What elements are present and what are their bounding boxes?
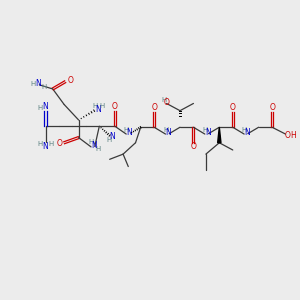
Text: O: O xyxy=(57,139,62,148)
Text: O: O xyxy=(164,98,169,107)
Text: H: H xyxy=(92,103,97,109)
Text: H: H xyxy=(49,141,54,147)
Text: N: N xyxy=(43,142,48,151)
Text: H: H xyxy=(124,127,129,133)
Text: H: H xyxy=(290,130,296,140)
Text: O: O xyxy=(151,103,157,112)
Text: N: N xyxy=(91,141,97,150)
Text: N: N xyxy=(43,102,48,111)
Text: O: O xyxy=(285,130,291,140)
Text: H: H xyxy=(38,105,43,111)
Text: H: H xyxy=(99,103,105,109)
Text: H: H xyxy=(88,139,94,145)
Text: N: N xyxy=(95,104,101,113)
Text: O: O xyxy=(68,76,74,85)
Text: O: O xyxy=(112,102,118,111)
Text: H: H xyxy=(95,146,100,152)
Text: H: H xyxy=(41,84,46,90)
Text: H: H xyxy=(163,127,168,133)
Text: O: O xyxy=(269,103,275,112)
Text: N: N xyxy=(244,128,250,137)
Text: N: N xyxy=(35,79,41,88)
Text: H: H xyxy=(242,127,247,133)
Text: N: N xyxy=(126,128,132,137)
Text: H: H xyxy=(31,81,36,87)
Polygon shape xyxy=(218,127,221,143)
Text: O: O xyxy=(230,103,236,112)
Text: N: N xyxy=(205,128,211,137)
Text: H: H xyxy=(106,137,112,143)
Text: H: H xyxy=(37,141,42,147)
Text: N: N xyxy=(166,128,172,137)
Text: H: H xyxy=(202,127,208,133)
Text: N: N xyxy=(110,132,116,141)
Text: H: H xyxy=(162,97,167,103)
Text: O: O xyxy=(190,142,196,152)
